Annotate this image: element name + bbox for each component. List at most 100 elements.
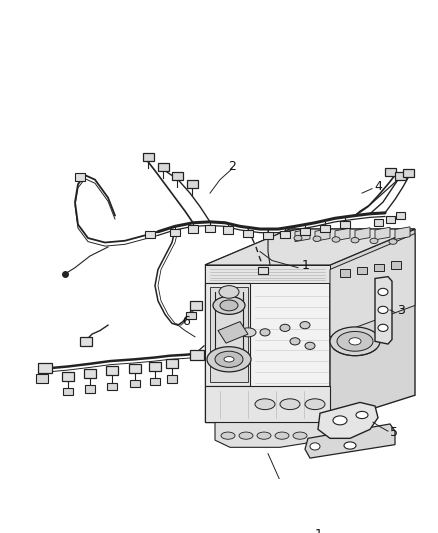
- Bar: [166, 359, 178, 368]
- Ellipse shape: [240, 328, 256, 337]
- Polygon shape: [205, 386, 330, 422]
- Bar: [167, 375, 177, 383]
- Ellipse shape: [378, 288, 388, 295]
- Ellipse shape: [215, 351, 243, 367]
- Ellipse shape: [356, 411, 368, 418]
- Bar: [357, 267, 367, 274]
- Polygon shape: [355, 228, 370, 240]
- Polygon shape: [205, 265, 330, 283]
- Polygon shape: [375, 277, 392, 344]
- Polygon shape: [205, 229, 415, 265]
- Polygon shape: [330, 229, 415, 422]
- Text: 1: 1: [315, 528, 323, 533]
- Polygon shape: [330, 233, 415, 337]
- Ellipse shape: [305, 342, 315, 350]
- Bar: [300, 228, 310, 236]
- Polygon shape: [295, 229, 310, 241]
- Bar: [129, 364, 141, 373]
- Polygon shape: [305, 424, 395, 458]
- Ellipse shape: [224, 357, 234, 362]
- Ellipse shape: [213, 296, 245, 314]
- Bar: [38, 363, 52, 373]
- Bar: [223, 227, 233, 233]
- Ellipse shape: [219, 286, 239, 298]
- Bar: [386, 215, 395, 223]
- Ellipse shape: [221, 432, 235, 439]
- Bar: [63, 388, 73, 395]
- Bar: [258, 267, 268, 274]
- Bar: [243, 230, 253, 237]
- Bar: [188, 225, 198, 232]
- Bar: [320, 224, 330, 232]
- Ellipse shape: [344, 442, 356, 449]
- Bar: [263, 232, 273, 239]
- Bar: [130, 380, 140, 387]
- Bar: [280, 231, 290, 238]
- Bar: [143, 152, 154, 161]
- Text: 1: 1: [302, 260, 310, 272]
- Bar: [186, 312, 196, 319]
- Bar: [190, 350, 204, 360]
- Text: 6: 6: [182, 315, 190, 328]
- Bar: [187, 180, 198, 188]
- Polygon shape: [315, 229, 330, 241]
- Bar: [396, 212, 405, 219]
- Bar: [150, 378, 160, 385]
- Ellipse shape: [333, 416, 347, 425]
- Bar: [391, 261, 401, 269]
- Ellipse shape: [255, 399, 275, 409]
- Ellipse shape: [313, 236, 321, 241]
- Polygon shape: [205, 229, 415, 265]
- Ellipse shape: [220, 300, 238, 311]
- Ellipse shape: [280, 324, 290, 332]
- Ellipse shape: [349, 338, 361, 345]
- Ellipse shape: [294, 236, 302, 241]
- Bar: [85, 385, 95, 392]
- Bar: [149, 362, 161, 371]
- Polygon shape: [210, 287, 248, 382]
- Bar: [62, 372, 74, 381]
- Ellipse shape: [257, 432, 271, 439]
- Polygon shape: [335, 228, 350, 241]
- Bar: [340, 270, 350, 277]
- Bar: [205, 224, 215, 232]
- Ellipse shape: [300, 321, 310, 329]
- Ellipse shape: [330, 327, 380, 356]
- Polygon shape: [375, 227, 390, 240]
- Bar: [84, 369, 96, 378]
- Text: 5: 5: [390, 426, 398, 439]
- Text: 4: 4: [374, 180, 382, 193]
- Ellipse shape: [275, 432, 289, 439]
- Polygon shape: [215, 421, 325, 447]
- Bar: [374, 219, 383, 227]
- Bar: [403, 169, 414, 177]
- Bar: [172, 172, 183, 180]
- Ellipse shape: [389, 239, 397, 244]
- Ellipse shape: [207, 347, 251, 372]
- Ellipse shape: [370, 238, 378, 244]
- Bar: [106, 367, 118, 375]
- Polygon shape: [395, 227, 410, 239]
- Bar: [190, 301, 202, 310]
- Ellipse shape: [332, 237, 340, 242]
- Bar: [158, 163, 169, 171]
- Ellipse shape: [378, 324, 388, 332]
- Ellipse shape: [337, 332, 373, 351]
- Ellipse shape: [351, 238, 359, 243]
- Bar: [80, 337, 92, 346]
- Ellipse shape: [378, 306, 388, 313]
- Ellipse shape: [239, 432, 253, 439]
- Bar: [395, 172, 406, 180]
- Polygon shape: [318, 402, 378, 438]
- Ellipse shape: [280, 399, 300, 409]
- Polygon shape: [205, 265, 330, 422]
- Bar: [36, 374, 48, 383]
- Bar: [374, 264, 384, 271]
- Ellipse shape: [260, 329, 270, 336]
- Bar: [385, 168, 396, 176]
- Bar: [340, 221, 350, 228]
- Bar: [145, 231, 155, 238]
- Bar: [107, 383, 117, 390]
- Ellipse shape: [310, 443, 320, 450]
- Polygon shape: [218, 321, 248, 343]
